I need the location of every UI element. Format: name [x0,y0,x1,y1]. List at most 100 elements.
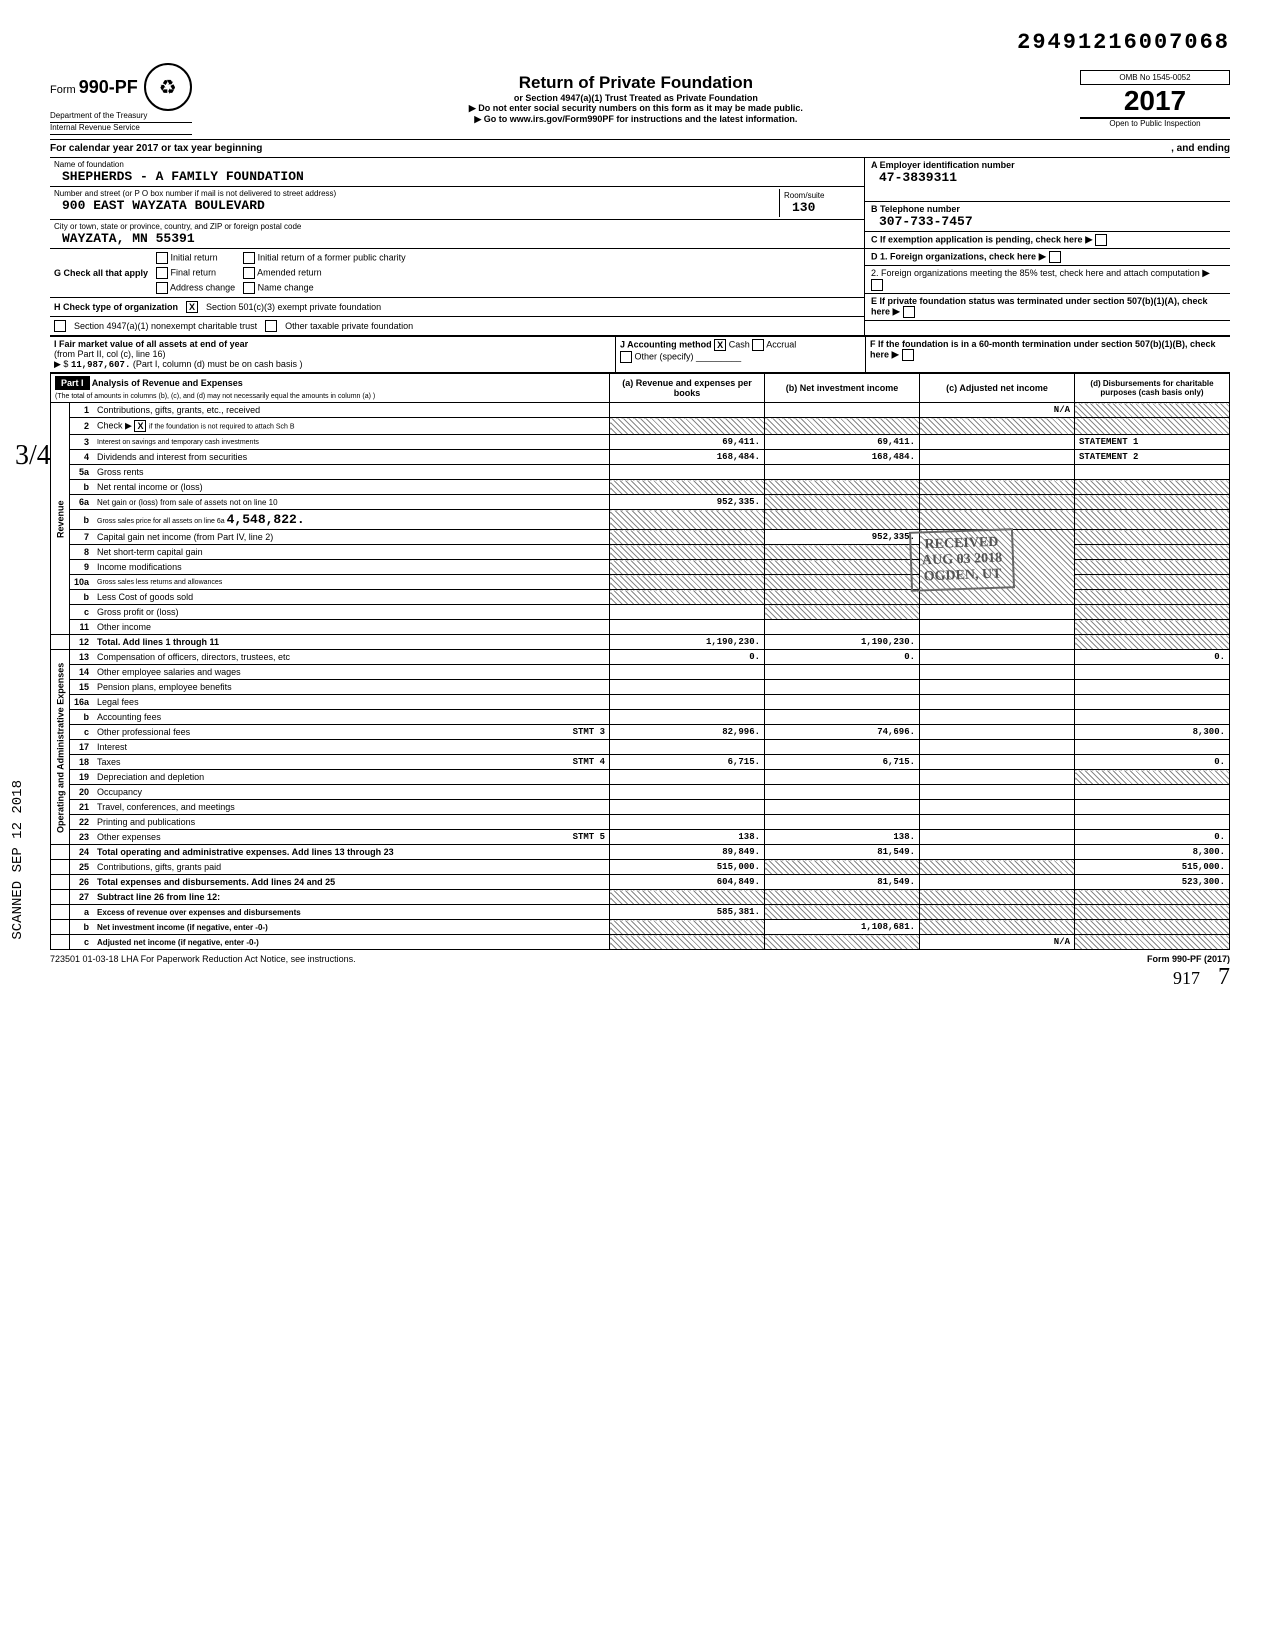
tax-year: 2017 [1080,85,1230,118]
cell-value: 952,335. [610,495,765,510]
row-label: Less Cost of goods sold [93,590,609,605]
cell-value: 138. [610,830,765,845]
j-label: J Accounting method [620,339,712,349]
table-row: 17Interest [51,740,1230,755]
cash-checkbox[interactable] [714,339,726,351]
cell-value: 6,715. [765,755,920,770]
year-block: OMB No 1545-0052 2017 Open to Public Ins… [1080,70,1230,128]
cell-value: 6,715. [610,755,765,770]
exempt-block: C If exemption application is pending, c… [865,232,1230,249]
table-row: 18 Taxes STMT 4 6,715. 6,715. 0. [51,755,1230,770]
address-block: Number and street (or P O box number if … [50,187,864,220]
name-change-label: Name change [258,282,314,292]
i-line2: (from Part II, col (c), line 16) [54,349,166,359]
amended-return-checkbox[interactable] [243,267,255,279]
row-label: Excess of revenue over expenses and disb… [93,905,609,920]
f-label: F If the foundation is in a 60-month ter… [870,339,1216,359]
cell-value: 1,190,230. [610,635,765,650]
row-num: 12 [70,635,94,650]
d2-checkbox[interactable] [871,279,883,291]
part1-label: Part I [55,376,90,390]
cell-value: 0. [1075,755,1230,770]
cell-value: 8,300. [1075,845,1230,860]
address-change-label: Address change [170,282,235,292]
table-row: c Gross profit or (loss) [51,605,1230,620]
col-b-header: (b) Net investment income [765,374,920,403]
table-row: 5a Gross rents [51,465,1230,480]
other-taxable-checkbox[interactable] [265,320,277,332]
row-num: 23 [70,830,94,845]
row-label: Total expenses and disbursements. Add li… [93,875,609,890]
initial-former-checkbox[interactable] [243,252,255,264]
row-label: Other income [93,620,609,635]
other-taxable-label: Other taxable private foundation [285,321,413,331]
row-label: Taxes STMT 4 [93,755,609,770]
table-row: c Other professional fees STMT 3 82,996.… [51,725,1230,740]
row-num: 11 [70,620,94,635]
document-number: 29491216007068 [50,30,1230,55]
row-label: Printing and publications [93,815,609,830]
initial-return-label: Initial return [171,252,218,262]
public-inspection: Open to Public Inspection [1080,118,1230,128]
row-num: b [70,510,94,530]
row-num: b [70,710,94,725]
cell-value: 952,335. [765,530,920,545]
name-label: Name of foundation [54,160,860,169]
row-label: Gross sales less returns and allowances [93,575,609,590]
stmt-ref: STMT 3 [573,727,605,737]
row-label: Check ▶ if the foundation is not require… [93,418,609,435]
table-row: c Adjusted net income (if negative, ente… [51,935,1230,950]
exempt-checkbox[interactable] [1095,234,1107,246]
cell-value: 585,381. [610,905,765,920]
subtitle-2: ▶ Do not enter social security numbers o… [207,103,1065,114]
f-checkbox[interactable] [902,349,914,361]
cell-value: 81,549. [765,845,920,860]
table-row: 23 Other expenses STMT 5 138. 138. 0. [51,830,1230,845]
tel-block: B Telephone number 307-733-7457 [865,202,1230,232]
fair-value: 11,987,607. [71,360,130,370]
e-block: E If private foundation status was termi… [865,294,1230,321]
stamp-location: OGDEN, UT [922,567,1003,586]
sec4947-label: Section 4947(a)(1) nonexempt charitable … [74,321,257,331]
sec4947-checkbox[interactable] [54,320,66,332]
row-num: 17 [70,740,94,755]
other-specify-checkbox[interactable] [620,351,632,363]
row-num: 21 [70,800,94,815]
cal-year-text: For calendar year 2017 or tax year begin… [50,143,262,154]
tel-value: 307-733-7457 [871,214,1224,229]
irs-label: Internal Revenue Service [50,123,192,135]
row-num: 24 [70,845,94,860]
row-label: Net short-term capital gain [93,545,609,560]
sch-b-checkbox[interactable] [134,420,146,432]
table-row: Operating and Administrative Expenses 13… [51,650,1230,665]
cell-value: 0. [1075,650,1230,665]
final-return-checkbox[interactable] [156,267,168,279]
row-num: 22 [70,815,94,830]
table-row: 3 Interest on savings and temporary cash… [51,435,1230,450]
cell-value: 515,000. [610,860,765,875]
g-label: G Check all that apply [54,268,148,278]
name-change-checkbox[interactable] [243,282,255,294]
stmt-ref: STATEMENT 1 [1075,435,1230,450]
room-suite-value: 130 [784,200,856,215]
d1-checkbox[interactable] [1049,251,1061,263]
cell-value: 74,696. [765,725,920,740]
tel-label: B Telephone number [871,204,1224,214]
row-label: Accounting fees [93,710,609,725]
row-label: Travel, conferences, and meetings [93,800,609,815]
cell-value: 82,996. [610,725,765,740]
initial-return-checkbox[interactable] [156,252,168,264]
row-num: 8 [70,545,94,560]
accrual-checkbox[interactable] [752,339,764,351]
address-change-checkbox[interactable] [156,282,168,294]
row-label: Interest [93,740,609,755]
ein-block: A Employer identification number 47-3839… [865,158,1230,202]
row-label: Other employee salaries and wages [93,665,609,680]
e-checkbox[interactable] [903,306,915,318]
row-num: c [70,605,94,620]
row-num: 14 [70,665,94,680]
sec501-checkbox[interactable] [186,301,198,313]
i-j-f-row: I Fair market value of all assets at end… [50,337,1230,373]
omb-number: OMB No 1545-0052 [1080,70,1230,85]
h-label: H Check type of organization [54,302,178,312]
